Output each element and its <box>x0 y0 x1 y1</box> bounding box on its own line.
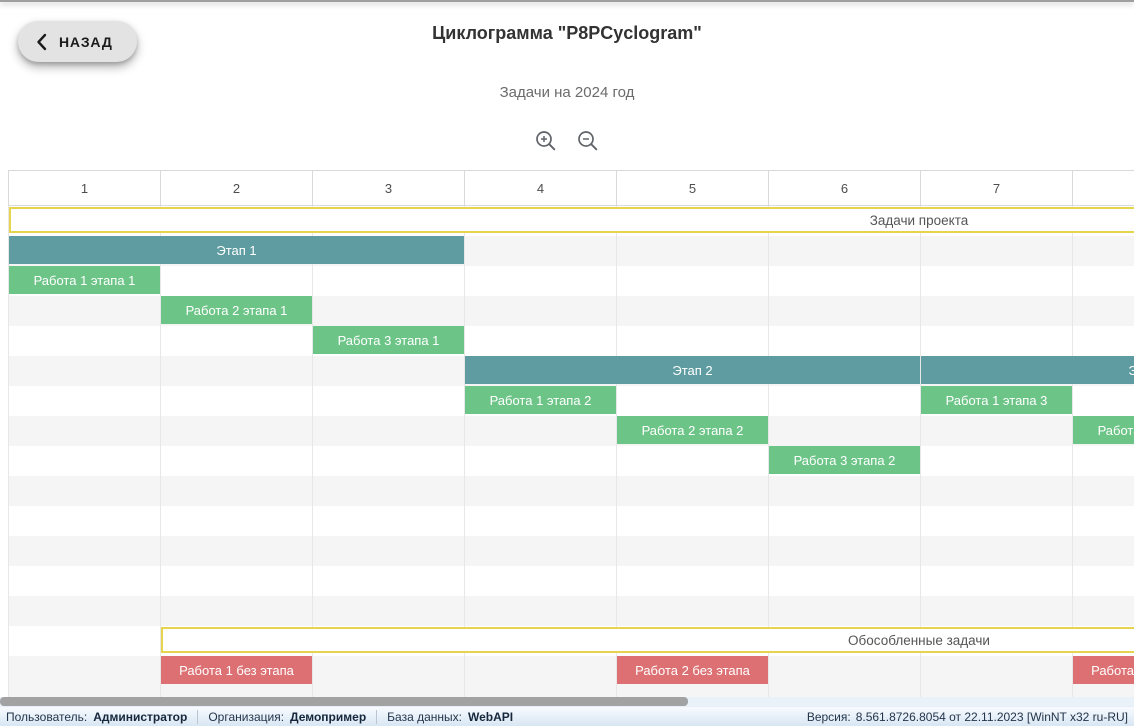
chart-row: Работа 1 без этапа Работа 2 без этапа Рабо… <box>9 656 1134 686</box>
chart-row <box>9 536 1134 566</box>
task-bar[interactable]: Работа 2 этапа 2 <box>617 416 768 444</box>
task-bar[interactable]: Работа 2 этапа 3 <box>1073 416 1134 444</box>
chart-row <box>9 566 1134 596</box>
status-user-label: Пользователь: <box>6 709 88 724</box>
horizontal-scrollbar[interactable] <box>0 697 1134 706</box>
page-title: Циклограмма "P8PCyclogram" <box>432 23 702 43</box>
task-bar[interactable]: Работа 3 этапа 2 <box>769 446 920 474</box>
chart-column-header: 1 <box>9 171 161 205</box>
task-bar[interactable]: Этап 2 <box>465 356 920 384</box>
chart-row <box>9 506 1134 536</box>
chart-row: Работа 1 этапа 1 <box>9 266 1134 296</box>
status-bar: Пользователь: Администратор Организация:… <box>0 706 1134 726</box>
chart-column-header: 3 <box>313 171 465 205</box>
status-version-label: Версия: <box>806 709 851 724</box>
chart-row: Работа 3 этапа 1 <box>9 326 1134 356</box>
task-bar[interactable]: Этап 1 <box>9 236 464 264</box>
chart-column-header: 5 <box>617 171 769 205</box>
chart-row <box>9 596 1134 626</box>
chart-body: Задачи проекта Этап 1 Работа 1 этапа 1 Рабо… <box>8 206 1134 697</box>
chart-row <box>9 476 1134 506</box>
task-bar[interactable]: Работа 3 без этапа <box>1073 656 1134 684</box>
status-version: Версия: 8.561.8726.8054 от 22.11.2023 [W… <box>807 710 1134 724</box>
status-organization: Организация: Демопример <box>198 709 378 724</box>
chart-row: Обособленные задачи <box>9 626 1134 656</box>
chart-row: Работа 1 этапа 2 Работа 1 этапа 3 <box>9 386 1134 416</box>
chart-column-header: 6 <box>769 171 921 205</box>
scrollbar-thumb[interactable] <box>0 697 688 706</box>
status-user: Пользователь: Администратор <box>4 709 199 724</box>
task-bar[interactable]: Работа 1 этапа 1 <box>9 266 160 294</box>
chart-row: Работа 2 этапа 1 <box>9 296 1134 326</box>
task-bar[interactable]: Этап 3 <box>921 356 1134 384</box>
back-button-label: НАЗАД <box>59 33 113 50</box>
chart-column-header: 7 <box>921 171 1073 205</box>
group-frame-bar[interactable]: Обособленные задачи <box>161 627 1134 653</box>
status-database-value: WebAPI <box>467 709 514 724</box>
status-organization-label: Организация: <box>208 709 285 724</box>
chart-row: Работа 3 этапа 2 <box>9 446 1134 476</box>
task-bar[interactable]: Работа 1 без этапа <box>161 656 312 684</box>
zoom-in-icon <box>534 131 558 156</box>
status-database: База данных: WebAPI <box>377 710 523 724</box>
group-frame-bar[interactable]: Задачи проекта <box>9 207 1134 233</box>
zoom-toolbar <box>0 129 1134 153</box>
task-bar[interactable]: Работа 2 без этапа <box>617 656 768 684</box>
chart-row <box>9 686 1134 697</box>
status-user-value: Администратор <box>93 709 188 724</box>
task-bar[interactable]: Работа 1 этапа 3 <box>921 386 1072 414</box>
status-organization-value: Демопример <box>290 709 367 724</box>
task-bar[interactable]: Работа 3 этапа 1 <box>313 326 464 354</box>
chart-row: Этап 2Этап 3 <box>9 356 1134 386</box>
chart-row: Работа 2 этапа 2 Работа 2 этапа 3 <box>9 416 1134 446</box>
chart-row: Задачи проекта <box>9 206 1134 236</box>
chart-subtitle: Задачи на 2024 год <box>499 84 635 101</box>
top-divider <box>0 0 1134 2</box>
task-bar[interactable]: Работа 1 этапа 2 <box>465 386 616 414</box>
zoom-in-button[interactable] <box>534 129 558 153</box>
chevron-left-icon <box>36 33 47 51</box>
status-version-value: 8.561.8726.8054 от 22.11.2023 [WinNT x32… <box>855 709 1128 724</box>
chart-row: Этап 1 <box>9 236 1134 266</box>
zoom-out-icon <box>576 131 600 156</box>
chart-column-header <box>1073 171 1134 205</box>
chart-column-header: 2 <box>161 171 313 205</box>
task-bar[interactable]: Работа 2 этапа 1 <box>161 296 312 324</box>
chart-column-header: 4 <box>465 171 617 205</box>
back-button[interactable]: НАЗАД <box>18 21 137 62</box>
status-database-label: База данных: <box>387 709 462 724</box>
zoom-out-button[interactable] <box>576 129 600 153</box>
